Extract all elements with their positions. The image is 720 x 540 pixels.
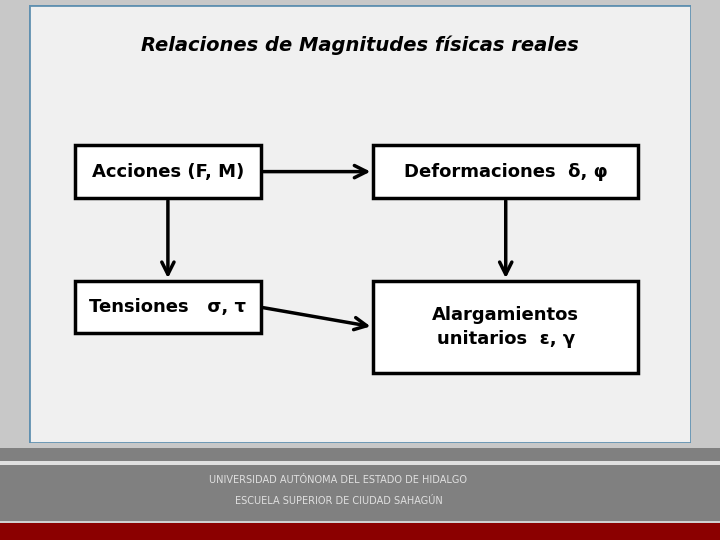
- Bar: [75, 281, 261, 333]
- Text: Relaciones de Magnitudes físicas reales: Relaciones de Magnitudes físicas reales: [141, 35, 579, 55]
- Bar: [75, 145, 261, 198]
- Text: UNIVERSIDAD AUTÓNOMA DEL ESTADO DE HIDALGO: UNIVERSIDAD AUTÓNOMA DEL ESTADO DE HIDAL…: [210, 475, 467, 485]
- Bar: [0, 521, 720, 523]
- Text: Acciones (F, M): Acciones (F, M): [91, 163, 244, 180]
- Bar: [0, 461, 720, 465]
- Bar: [0, 523, 720, 540]
- Text: Alargamientos
unitarios  ε, γ: Alargamientos unitarios ε, γ: [432, 306, 579, 348]
- Text: Deformaciones  δ, φ: Deformaciones δ, φ: [404, 163, 608, 180]
- Text: ESCUELA SUPERIOR DE CIUDAD SAHAGÚN: ESCUELA SUPERIOR DE CIUDAD SAHAGÚN: [235, 496, 442, 507]
- Bar: [373, 145, 638, 198]
- Text: Tensiones   σ, τ: Tensiones σ, τ: [89, 298, 246, 316]
- Bar: [373, 281, 638, 373]
